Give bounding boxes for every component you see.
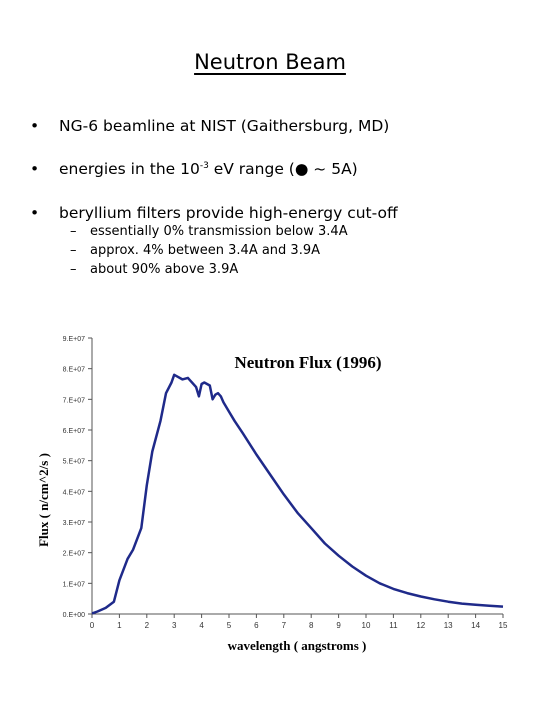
y-tick-label: 5.E+07	[63, 459, 85, 466]
x-tick-label: 9	[336, 621, 341, 630]
y-axis-label: Flux ( n/cm^2/s )	[36, 453, 51, 547]
bullet-text: NG-6 beamline at NIST (Gaithersburg, MD)	[59, 117, 390, 135]
y-tick-label: 6.E+07	[63, 428, 85, 435]
y-tick-labels: 0.E+00 1.E+07 2.E+07 3.E+07 4.E+07 5.E+07 6.E+…	[63, 336, 85, 619]
y-tick-label: 0.E+00	[63, 612, 85, 619]
y-tick-label: 4.E+07	[63, 489, 85, 496]
sub-bullet-text: approx. 4% between 3.4A and 3.9A	[90, 243, 321, 258]
x-tick-labels: 0 1 2 3 4 5 6 7 8 9 10 11 12 13 14 15	[90, 621, 508, 630]
x-tick-label: 2	[145, 621, 150, 630]
x-tick-label: 6	[254, 621, 259, 630]
sub-bullet-marker: –	[70, 243, 77, 258]
y-tick-label: 8.E+07	[63, 367, 85, 374]
x-tick-label: 1	[117, 621, 122, 630]
y-tick-label: 2.E+07	[63, 551, 85, 558]
x-tick-label: 5	[227, 621, 232, 630]
x-tick-label: 7	[282, 621, 287, 630]
sub-bullet-marker: –	[70, 224, 77, 239]
x-tick-label: 11	[389, 621, 398, 630]
neutron-flux-chart: 0.E+00 1.E+07 2.E+07 3.E+07 4.E+07 5.E+07 6.E+…	[36, 336, 508, 653]
sub-bullet-marker: –	[70, 262, 77, 277]
slide-title: Neutron Beam	[194, 50, 346, 74]
y-tick-label: 3.E+07	[63, 520, 85, 527]
bullet-marker: •	[30, 204, 40, 222]
chart-title: Neutron Flux (1996)	[234, 353, 381, 372]
x-tick-label: 14	[471, 621, 480, 630]
sub-bullet-text: about 90% above 3.9A	[90, 262, 239, 277]
series-line	[91, 373, 504, 615]
bullet-text-before: energies in the 10	[59, 160, 200, 178]
x-tick-label: 0	[90, 621, 95, 630]
x-tick-label: 10	[362, 621, 371, 630]
chart-axes	[88, 337, 504, 618]
bullet-marker: •	[30, 160, 40, 178]
y-tick-label: 7.E+07	[63, 397, 85, 404]
x-tick-label: 12	[416, 621, 425, 630]
bullet-text-after: eV range (● ~ 5A)	[208, 160, 358, 178]
x-axis-label: wavelength ( angstroms )	[228, 638, 367, 653]
bullet-text: beryllium filters provide high-energy cu…	[59, 204, 398, 222]
x-tick-label: 15	[499, 621, 508, 630]
x-tick-label: 4	[199, 621, 204, 630]
y-tick-label: 1.E+07	[63, 581, 85, 588]
x-tick-label: 8	[309, 621, 314, 630]
x-tick-label: 13	[444, 621, 453, 630]
bullet-text: energies in the 10-3 eV range (● ~ 5A)	[59, 160, 358, 178]
x-tick-label: 3	[172, 621, 177, 630]
y-tick-label: 9.E+07	[63, 336, 85, 343]
bullet-marker: •	[30, 117, 40, 135]
exponent: -3	[199, 160, 209, 171]
sub-bullet-text: essentially 0% transmission below 3.4A	[90, 224, 348, 239]
